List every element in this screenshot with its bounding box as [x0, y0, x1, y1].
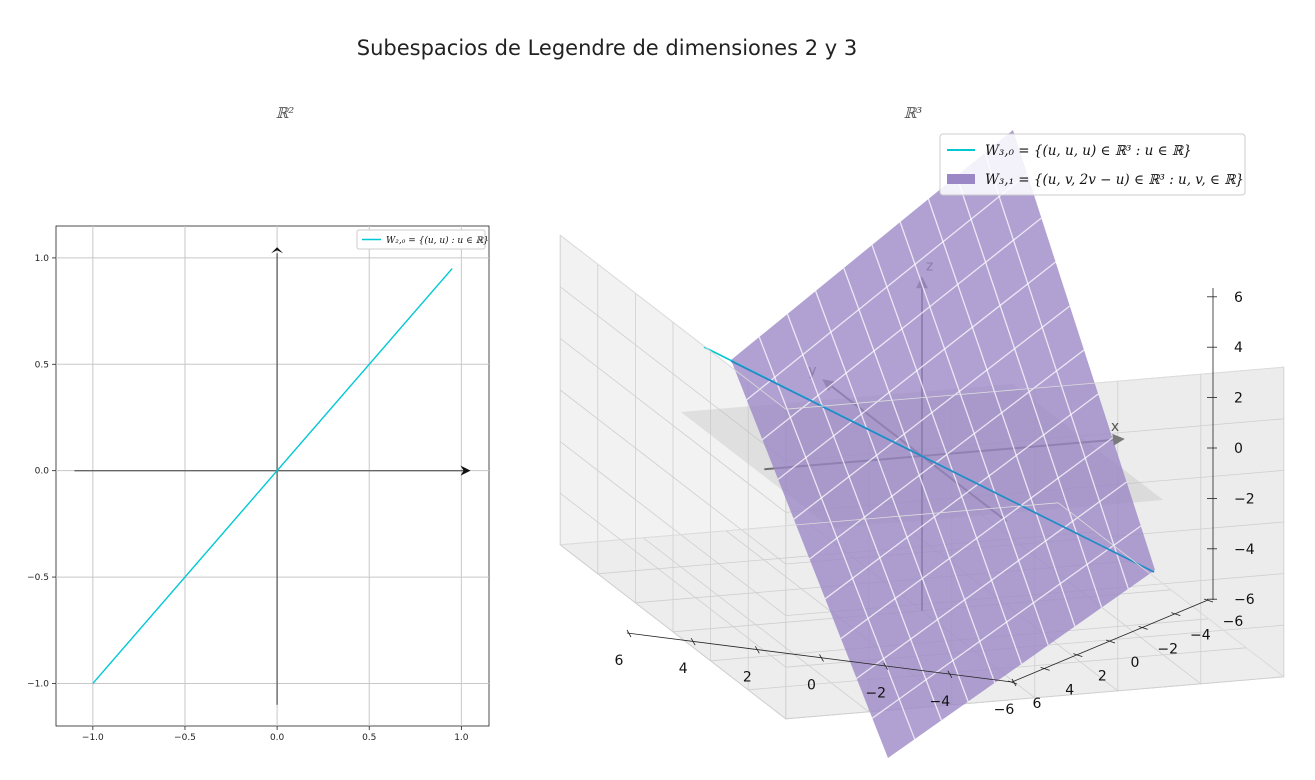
y-tick [1073, 653, 1083, 658]
x-tick-label: 1.0 [454, 733, 469, 743]
box-edge [559, 234, 787, 410]
box-edge [560, 502, 1059, 546]
y-tick [1040, 666, 1050, 671]
x-tick [626, 629, 632, 638]
plane-mesh-line [927, 198, 1076, 627]
box-edge [1057, 502, 1285, 678]
z-tick-label: 2 [1234, 391, 1243, 407]
x-tick [754, 646, 760, 654]
z-tick-label: −6 [1234, 592, 1255, 608]
x-tick-label: 4 [679, 661, 688, 677]
x-tick-label: 2 [743, 669, 752, 685]
x-tick [947, 670, 953, 679]
x-tick [1011, 678, 1017, 687]
y-tick [1171, 612, 1181, 617]
y-tick-label: −6 [1223, 614, 1244, 630]
x-tick-label: 0.5 [362, 733, 376, 743]
plane-mesh-line [899, 221, 1049, 646]
plane-mesh-line [955, 175, 1103, 608]
x-tick [819, 654, 824, 662]
legend-label-w20: W₂,₀ = {(u, u) : u ∈ ℝ} [386, 235, 489, 246]
legend-3d: W₃,₀ = {(u, u, u) ∈ ℝ³ : u ∈ ℝ} W₃,₁ = {(… [939, 133, 1246, 196]
z-tick-label: 4 [1234, 340, 1243, 356]
z-tick-label: 6 [1234, 290, 1243, 306]
box-edge [785, 366, 1284, 410]
x-tick-label: −4 [930, 694, 951, 710]
y-tick-label: −1.0 [27, 679, 49, 689]
y-tick-label: 6 [1033, 696, 1042, 712]
legend-box [356, 229, 486, 250]
grid-wally-z [785, 676, 1284, 720]
x-tick [690, 637, 696, 646]
x-tick-label: −0.5 [174, 733, 196, 743]
y-tick-label: 1.0 [35, 254, 50, 264]
y-arrowhead [271, 247, 284, 254]
legend-swatch-w31 [947, 174, 975, 184]
x-tick-label: −1.0 [82, 733, 104, 743]
x-tick-label: −6 [994, 702, 1015, 718]
x-tick-label: 6 [615, 653, 624, 669]
y-tick-label: −4 [1190, 628, 1211, 644]
z-tick-label: 0 [1234, 441, 1243, 457]
x-arrowhead [460, 465, 471, 476]
chart-2d: ℝ² −1.0 −0.5 0.0 0.5 1.0 −1.0 −0.5 0.0 0.5 1.0 W₂,… [27, 104, 490, 743]
y-tick [1105, 639, 1116, 644]
axis-arrowhead-x [1112, 433, 1125, 446]
grid-wallx-z [559, 544, 787, 720]
plane-mesh-line [984, 152, 1129, 590]
legend-label-w30: W₃,₀ = {(u, u, u) ∈ ℝ³ : u ∈ ℝ} [985, 143, 1192, 159]
y-tick-label: −2 [1157, 641, 1178, 657]
y-tick-label: 0 [1131, 655, 1140, 671]
figure-title: Subespacios de Legendre de dimensiones 2… [357, 36, 857, 60]
y-tick-label: 0.5 [35, 360, 49, 370]
z-tick-label: −4 [1234, 542, 1255, 558]
x-tick-label: −2 [865, 686, 886, 702]
y-tick-label: 0.0 [35, 467, 50, 477]
x-tick-label: 0 [807, 678, 816, 694]
chart-3d-title: ℝ³ [904, 104, 922, 122]
plane-mesh-line [871, 525, 1142, 719]
legend-box [939, 133, 1246, 196]
legend-2d: W₂,₀ = {(u, u) : u ∈ ℝ} [356, 229, 489, 250]
chart-3d: ℝ³ xyz6420−2−4−66420−2−4−66420−2−4−6W₃,₀… [558, 104, 1286, 758]
legend-label-w31: W₃,₁ = {(u, v, 2v − u) ∈ ℝ³ : u, v, ∈ ℝ} [985, 172, 1244, 188]
chart-2d-title: ℝ² [276, 104, 294, 122]
x-tick-label: 0.0 [270, 733, 285, 743]
plane-mesh-line [809, 349, 1085, 560]
y-tick-label: 2 [1098, 669, 1107, 685]
x-axis-line [626, 632, 1013, 683]
axis-letter-x: x [1111, 419, 1119, 435]
plane-mesh-line [856, 481, 1127, 679]
series-line-w20 [92, 268, 453, 684]
x-tick [883, 662, 889, 670]
y-tick [1138, 625, 1148, 630]
y-tick-label: 4 [1065, 682, 1074, 698]
series-line-w30-behind-plane [730, 360, 1155, 573]
grid-wallx-z [559, 492, 787, 668]
y-tick-label: −0.5 [27, 573, 49, 583]
plane-mesh-line [824, 393, 1099, 600]
y-tick [1007, 680, 1018, 685]
plane-mesh-line [840, 437, 1113, 640]
y-tick [1203, 598, 1214, 603]
z-tick-label: −2 [1234, 491, 1255, 507]
